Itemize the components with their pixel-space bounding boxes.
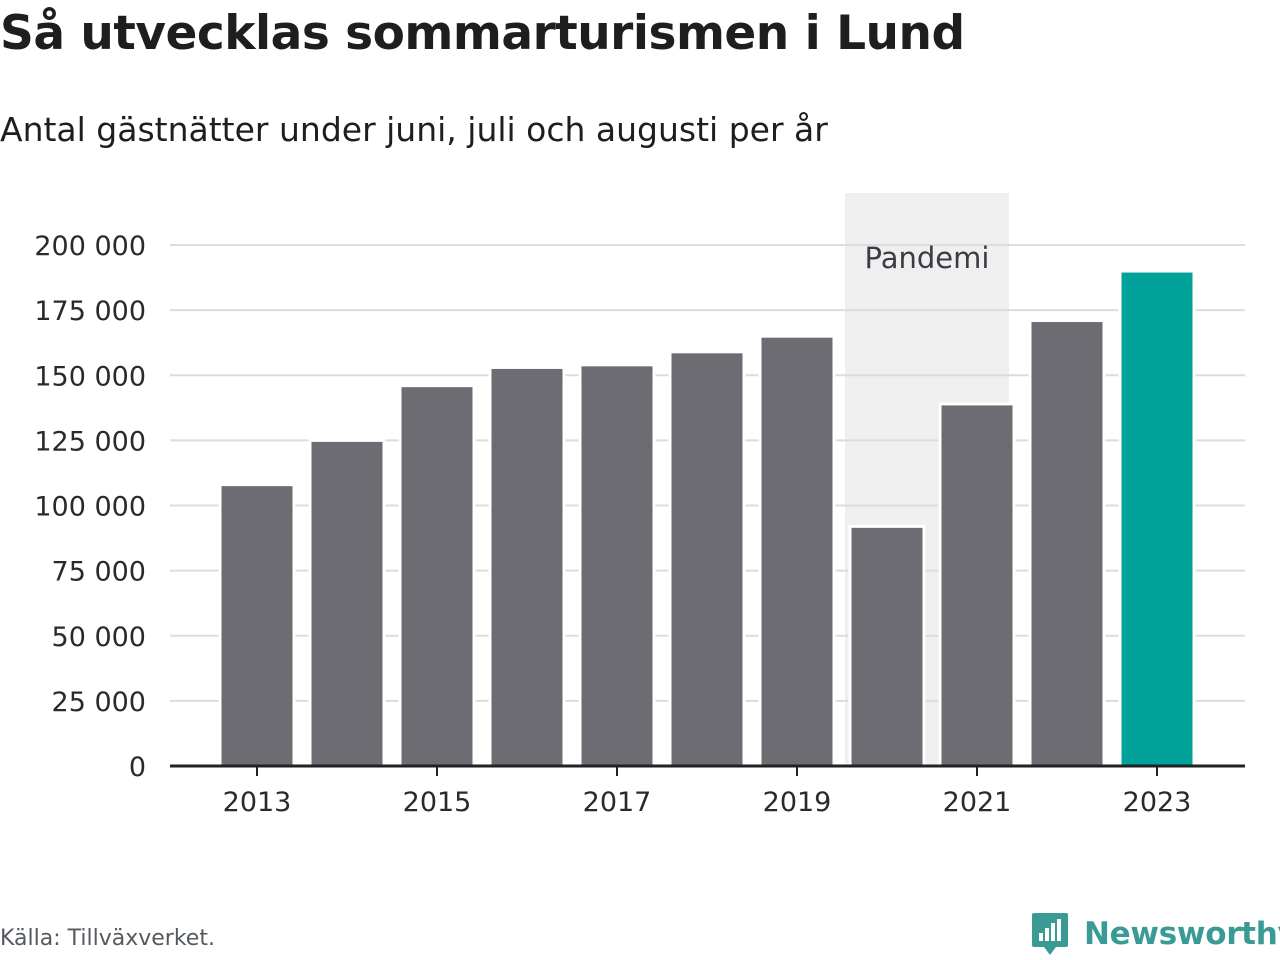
bar-layer bbox=[218, 269, 1196, 768]
y-tick-label: 175 000 bbox=[34, 296, 146, 327]
y-tick-label: 100 000 bbox=[34, 492, 146, 523]
x-tick-label: 2023 bbox=[1123, 787, 1192, 818]
bar bbox=[848, 524, 926, 768]
bar bbox=[1028, 319, 1106, 768]
bar bbox=[1118, 269, 1196, 768]
y-tick-label: 150 000 bbox=[34, 361, 146, 392]
x-tick-label: 2017 bbox=[583, 787, 652, 818]
bar-chart: Pandemi 0 25 000 50 000 75 000 100 000 125 000… bbox=[34, 193, 1245, 818]
bar bbox=[758, 334, 836, 768]
annotation-label: Pandemi bbox=[865, 241, 990, 275]
source-note: Källa: Tillväxverket. bbox=[0, 926, 215, 951]
brand-logo: Newsworthy bbox=[1030, 910, 1280, 958]
x-tick-label: 2013 bbox=[223, 787, 292, 818]
bar bbox=[218, 483, 296, 768]
y-tick-label: 125 000 bbox=[34, 426, 146, 457]
bar bbox=[308, 438, 386, 768]
bar bbox=[938, 402, 1016, 768]
x-tick-label: 2019 bbox=[763, 787, 832, 818]
bar bbox=[668, 350, 746, 768]
bar bbox=[488, 365, 566, 768]
chart-subtitle: Antal gästnätter under juni, juli och au… bbox=[0, 110, 828, 149]
bar bbox=[578, 363, 656, 768]
y-tick-label: 75 000 bbox=[52, 557, 146, 588]
x-tick-label: 2015 bbox=[403, 787, 472, 818]
label-layer: Pandemi 0 25 000 50 000 75 000 100 000 125 000… bbox=[34, 231, 1191, 818]
axis-layer bbox=[170, 764, 1245, 776]
y-tick-label: 50 000 bbox=[52, 622, 146, 653]
brand-name: Newsworthy bbox=[1084, 916, 1280, 952]
y-tick-label: 25 000 bbox=[52, 687, 146, 718]
newsworthy-logo-icon bbox=[1032, 913, 1068, 955]
x-tick-label: 2021 bbox=[943, 787, 1012, 818]
chart-title: Så utvecklas sommarturismen i Lund bbox=[0, 6, 965, 61]
y-tick-label: 0 bbox=[129, 752, 146, 783]
bar bbox=[398, 384, 476, 768]
y-tick-label: 200 000 bbox=[34, 231, 146, 262]
